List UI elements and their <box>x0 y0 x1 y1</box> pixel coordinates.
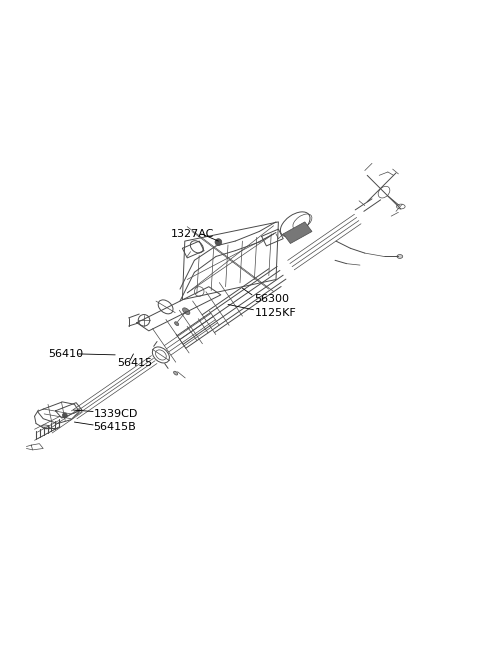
Text: 1339CD: 1339CD <box>94 409 138 419</box>
Circle shape <box>215 238 222 246</box>
Text: 56300: 56300 <box>254 293 289 304</box>
Ellipse shape <box>42 425 49 429</box>
Ellipse shape <box>397 255 403 258</box>
Text: 1327AC: 1327AC <box>170 229 214 239</box>
Text: 56410: 56410 <box>48 349 83 359</box>
Ellipse shape <box>175 322 179 326</box>
Polygon shape <box>283 222 312 244</box>
Circle shape <box>62 413 67 418</box>
Ellipse shape <box>182 308 190 314</box>
Text: 1125KF: 1125KF <box>254 308 296 318</box>
Text: 56415: 56415 <box>118 358 153 369</box>
Text: 56415B: 56415B <box>94 422 136 432</box>
Ellipse shape <box>174 371 178 375</box>
